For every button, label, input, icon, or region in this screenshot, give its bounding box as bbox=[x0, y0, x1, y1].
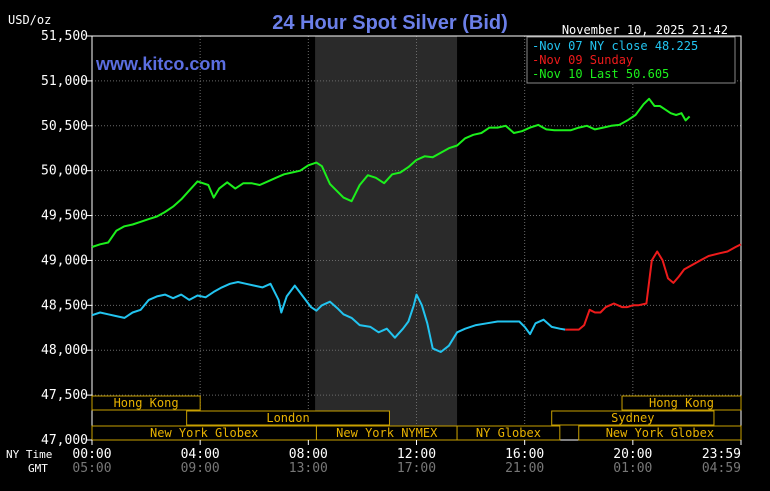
session-box bbox=[186, 410, 390, 426]
y-tick-label: 50,000 bbox=[41, 164, 88, 179]
x-tick-label-ny: 12:00 bbox=[397, 447, 436, 462]
x-tick-label-gmt: 13:00 bbox=[289, 461, 328, 476]
session-bar: New York NYMEX bbox=[315, 425, 458, 441]
session-label: New York Globex bbox=[150, 426, 258, 440]
y-tick-label: 47,500 bbox=[41, 388, 88, 403]
session-bar: Sydney bbox=[551, 410, 715, 426]
x-tick-label-ny: 04:00 bbox=[181, 447, 220, 462]
session-label: New York Globex bbox=[606, 426, 714, 440]
session-bar: Hong Kong bbox=[91, 395, 201, 411]
session-bar: London bbox=[186, 410, 390, 426]
session-label: Hong Kong bbox=[649, 396, 714, 410]
legend-entry: -Nov 10 Last 50.605 bbox=[532, 67, 669, 81]
x-tick-label-ny: 23:59 bbox=[702, 447, 741, 462]
session-label: New York NYMEX bbox=[336, 426, 438, 440]
x-tick-label-ny: 16:00 bbox=[505, 447, 544, 462]
legend-entry: -Nov 09 Sunday bbox=[532, 53, 633, 67]
session-label: Hong Kong bbox=[114, 396, 179, 410]
x-tick-label-gmt: 21:00 bbox=[505, 461, 544, 476]
session-label: London bbox=[266, 411, 309, 425]
series-line bbox=[91, 281, 566, 353]
x-tick-label-ny: 20:00 bbox=[613, 447, 652, 462]
x-tick-label-gmt: 17:00 bbox=[397, 461, 436, 476]
y-tick-label: 50,500 bbox=[41, 119, 88, 134]
session-box bbox=[578, 425, 742, 441]
y-tick-label: 51,000 bbox=[41, 74, 88, 89]
shaded-session-band bbox=[315, 36, 458, 440]
session-label: NY Globex bbox=[476, 426, 541, 440]
x-tick-label-gmt: 04:59 bbox=[702, 461, 741, 476]
legend-entry: -Nov 07 NY close 48.225 bbox=[532, 39, 698, 53]
ny-time-label: NY Time bbox=[6, 448, 52, 461]
y-tick-label: 51,500 bbox=[41, 29, 88, 44]
legend: -Nov 07 NY close 48.225-Nov 09 Sunday-No… bbox=[526, 36, 736, 84]
session-box bbox=[621, 395, 742, 411]
session-label: Sydney bbox=[611, 411, 654, 425]
session-box bbox=[551, 410, 715, 426]
x-tick-label-gmt: 09:00 bbox=[181, 461, 220, 476]
x-tick-label-ny: 08:00 bbox=[289, 447, 328, 462]
x-tick-label-ny: 00:00 bbox=[72, 447, 111, 462]
timestamp: November 10, 2025 21:42 bbox=[562, 23, 728, 37]
y-tick-label: 48,500 bbox=[41, 298, 88, 313]
price-series bbox=[91, 97, 742, 353]
x-tick-label-gmt: 01:00 bbox=[613, 461, 652, 476]
y-tick-label: 49,000 bbox=[41, 253, 88, 268]
y-tick-label: 48,000 bbox=[41, 343, 88, 358]
y-axis-ticks: 51,500 51,000 50,500 50,000 49,500 49,000 48,5… bbox=[41, 29, 92, 448]
y-tick-label: 47,000 bbox=[41, 433, 88, 448]
x-tick-label-gmt: 05:00 bbox=[72, 461, 111, 476]
chart-title: 24 Hour Spot Silver (Bid) bbox=[272, 12, 508, 34]
y-tick-label: 49,500 bbox=[41, 209, 88, 224]
watermark-url: www.kitco.com bbox=[95, 54, 226, 74]
legend-box bbox=[526, 36, 736, 84]
session-bar: NY Globex bbox=[456, 425, 561, 441]
y-axis-unit: USD/oz bbox=[8, 13, 51, 27]
session-box bbox=[456, 425, 561, 441]
series-line bbox=[565, 243, 742, 331]
gmt-label: GMT bbox=[28, 462, 48, 475]
session-bar: Hong Kong bbox=[621, 395, 742, 411]
session-bar: New York Globex bbox=[91, 425, 317, 441]
session-bar: New York Globex bbox=[578, 425, 742, 441]
series-line bbox=[91, 97, 691, 248]
session-box bbox=[91, 395, 201, 411]
